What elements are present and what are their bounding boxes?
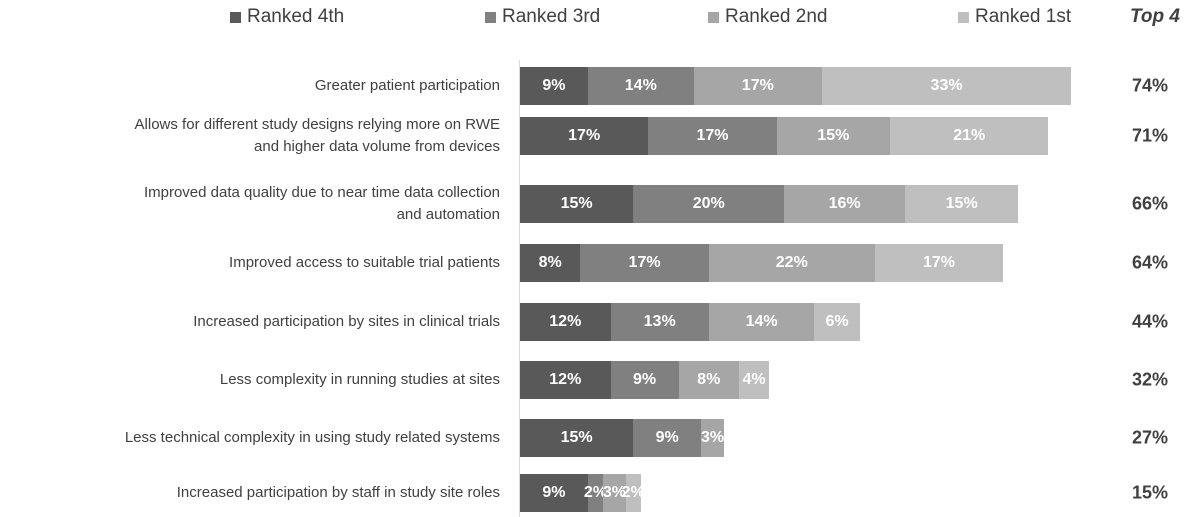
legend-label: Ranked 2nd (725, 6, 828, 27)
data-label: 6% (825, 313, 849, 330)
category-label: Greater patient participation (314, 77, 500, 94)
totals-title: Top 4 (1130, 6, 1180, 27)
data-label: 16% (828, 195, 861, 212)
legend-swatch (708, 11, 719, 23)
bar-segment: 21% (889, 117, 1049, 155)
bar-segment: 20% (633, 185, 785, 223)
bar-segment: 12% (520, 303, 611, 341)
data-label: 9% (633, 371, 657, 388)
total-label: 44% (1131, 311, 1169, 332)
legend-item: Ranked 2nd (708, 6, 827, 28)
total-label: 71% (1131, 125, 1169, 146)
category-label: Allows for different study designs relyi… (134, 116, 500, 155)
bar-segment: 3% (701, 419, 724, 457)
data-label: 8% (697, 371, 721, 388)
bar-segment: 2% (622, 474, 645, 512)
category-label: Improved access to suitable trial patien… (229, 254, 500, 271)
bar-segment: 15% (520, 419, 634, 457)
data-label: 15% (560, 195, 593, 212)
bar-segment: 16% (784, 185, 906, 223)
bar-segment: 2% (584, 474, 607, 512)
data-label: 9% (542, 77, 566, 94)
bar-segment: 17% (874, 244, 1004, 282)
bar-segment: 22% (708, 244, 875, 282)
data-label: 8% (538, 254, 562, 271)
data-label: 17% (741, 77, 774, 94)
bar-segment: 17% (648, 117, 777, 155)
bar-segment: 33% (822, 67, 1072, 105)
category-label: Increased participation by sites in clin… (193, 313, 500, 330)
legend-item: Ranked 3rd (485, 6, 600, 28)
total-label: 32% (1131, 369, 1169, 390)
bar-segment: 17% (580, 244, 709, 282)
legend-label: Ranked 1st (975, 6, 1072, 27)
bar-segment: 4% (738, 361, 770, 399)
total-label: 66% (1131, 193, 1169, 214)
bar-segment: 9% (520, 67, 588, 105)
category-label: Less complexity in running studies at si… (219, 371, 500, 388)
data-label: 3% (602, 484, 626, 501)
legend-label: Ranked 4th (247, 6, 345, 27)
total-label: 64% (1131, 252, 1169, 273)
axis-line (519, 60, 520, 517)
data-label: 20% (692, 195, 725, 212)
category-label: Less technical complexity in using study… (124, 429, 500, 446)
data-label: 14% (745, 313, 778, 330)
data-label: 9% (655, 429, 679, 446)
legend-swatch (485, 11, 496, 23)
bar-segment: 17% (693, 67, 822, 105)
data-label: 17% (696, 127, 729, 144)
data-label: 15% (945, 195, 978, 212)
data-label: 4% (742, 371, 766, 388)
bar-segment: 15% (905, 185, 1019, 223)
bar-segment: 8% (678, 361, 739, 399)
bar-segment: 15% (520, 185, 634, 223)
bar-segment: 14% (587, 67, 694, 105)
legend-swatch (958, 11, 969, 23)
data-label: 17% (568, 127, 601, 144)
data-label: 17% (923, 254, 956, 271)
total-label: 27% (1131, 427, 1169, 448)
data-label: 15% (817, 127, 850, 144)
bar-segment: 9% (520, 474, 588, 512)
bar-segment: 12% (520, 361, 611, 399)
bar-segment: 3% (603, 474, 626, 512)
bar-segment: 15% (776, 117, 890, 155)
bar-segment: 13% (610, 303, 709, 341)
data-label: 2% (621, 484, 645, 501)
data-label: 2% (583, 484, 608, 501)
category-label: Improved data quality due to near time d… (143, 184, 500, 223)
data-label: 17% (628, 254, 661, 271)
legend-item: Ranked 4th (230, 6, 344, 28)
data-label: 9% (542, 484, 566, 501)
bar-segment: 17% (520, 117, 649, 155)
bar-segment: 6% (814, 303, 860, 341)
data-label: 3% (700, 429, 725, 446)
total-label: 74% (1131, 75, 1169, 96)
data-label: 22% (775, 254, 808, 271)
legend-item: Ranked 1st (958, 6, 1071, 28)
bar-segment: 14% (708, 303, 815, 341)
data-label: 12% (549, 313, 582, 330)
legend-swatch (230, 11, 241, 23)
data-label: 15% (560, 429, 593, 446)
bar-segment: 8% (520, 244, 581, 282)
data-label: 21% (953, 127, 986, 144)
legend-label: Ranked 3rd (502, 6, 601, 27)
total-label: 15% (1131, 482, 1169, 503)
bar-segment: 9% (610, 361, 679, 399)
data-label: 13% (643, 313, 676, 330)
data-label: 14% (624, 77, 657, 94)
category-label: Increased participation by staff in stud… (176, 484, 500, 501)
bar-segment: 9% (633, 419, 702, 457)
data-label: 33% (930, 77, 963, 94)
data-label: 12% (549, 371, 582, 388)
